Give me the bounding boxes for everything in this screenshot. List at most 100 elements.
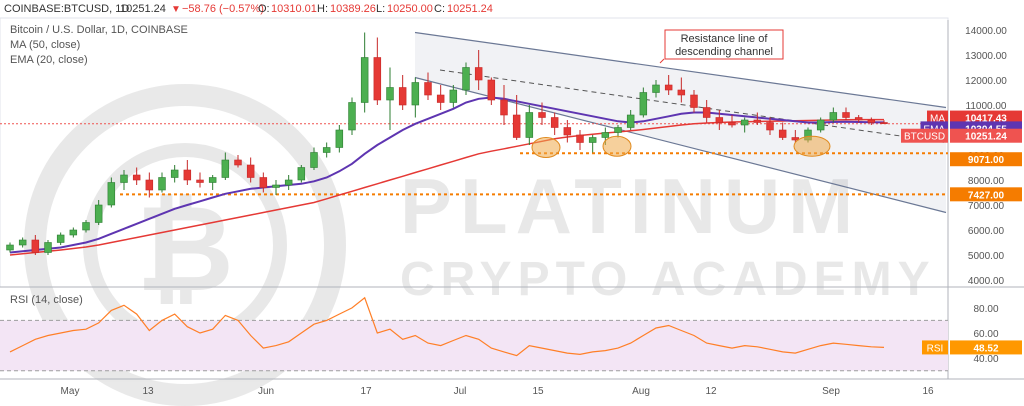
ma-badge-value-box [950, 110, 1022, 125]
down-arrow-icon: ▼ [171, 4, 181, 15]
level-9071-badge: 9071.00 [950, 152, 1022, 167]
price-tick-label: 4000.00 [968, 276, 1005, 287]
candle-body [373, 57, 382, 101]
candle-body [436, 94, 445, 103]
candle-body [588, 137, 597, 143]
candle-body [246, 164, 255, 178]
candle-body [335, 129, 344, 148]
price-tick-label: 13000.00 [965, 51, 1007, 62]
annotation-line1: Resistance line of [681, 33, 769, 45]
candle-body [462, 67, 470, 91]
ohlc-c-value: 10251.24 [447, 3, 493, 15]
ema20-line [9, 96, 885, 254]
ma50-line [9, 118, 884, 256]
candle-body [196, 179, 204, 183]
moving-averages [9, 96, 885, 256]
price-tick-label: 14000.00 [965, 26, 1007, 37]
candle-body [525, 112, 534, 138]
candle-body [69, 229, 78, 236]
watermark-line2: CRYPTO ACADEMY [400, 253, 936, 306]
btcusd-badge-value-box [950, 128, 1022, 143]
rsi-band [0, 320, 948, 371]
legend-title: Bitcoin / U.S. Dollar, 1D, COINBASE [10, 24, 188, 36]
candle-body [538, 112, 546, 118]
candle-body [411, 82, 420, 106]
candle-body [44, 242, 52, 253]
candle-body [829, 112, 838, 121]
candle-body [170, 169, 179, 178]
rsi-pane [0, 296, 948, 372]
time-tick-label: Aug [632, 386, 650, 397]
price-tick-label: 7000.00 [968, 201, 1005, 212]
ohlc-l-label: L: [376, 3, 385, 15]
btcusd-badge-label: BTCUSD [904, 132, 945, 143]
candle-body [563, 127, 572, 136]
support-ellipse [793, 135, 831, 157]
price-change: −58.76 (−0.57%) [182, 3, 264, 15]
annotation-line2: descending channel [675, 46, 773, 58]
candle-body [424, 82, 432, 96]
ma-badge-label-box [927, 110, 948, 125]
rsi-tick-label: 40.00 [973, 354, 998, 365]
candle-body [601, 132, 610, 138]
time-tick-label: Jun [258, 386, 274, 397]
candle-body [500, 99, 508, 116]
rsi-tick-label: 60.00 [973, 329, 998, 340]
header-bar: COINBASE:BTCUSD, 1D 10251.24 ▼ −58.76 (−… [4, 3, 493, 15]
candle-body [652, 84, 660, 93]
ma-badge-label: MA [930, 114, 945, 125]
ohlc-l-value: 10250.00 [387, 3, 433, 15]
candle-body [132, 174, 141, 181]
candle-body [398, 87, 407, 106]
svg-text:₿: ₿ [136, 182, 234, 316]
candles [6, 32, 888, 255]
watermark: ₿ PLATINUM CRYPTO ACADEMY [24, 84, 936, 406]
candle-body [208, 177, 217, 183]
candle-body [791, 137, 800, 141]
support-ellipse [531, 137, 561, 158]
candle-body [449, 89, 458, 103]
resistance-line [414, 31, 947, 109]
candle-body [690, 94, 698, 108]
level-7427-badge: 7427.00 [950, 187, 1022, 202]
ohlc-c-label: C: [434, 3, 445, 15]
support-levels [0, 123, 948, 196]
support-ellipse [602, 135, 632, 157]
candle-body [766, 122, 774, 131]
price-tick-label: 11000.00 [966, 101, 1007, 112]
time-axis: May 13 Jun 17 Jul 15 Aug 12 Sep 16 [61, 386, 934, 397]
candle-body [626, 114, 635, 128]
symbol-label: COINBASE:BTCUSD, 1D [4, 3, 129, 15]
last-price: 10251.24 [120, 3, 166, 15]
candle-body [614, 127, 622, 133]
candle-body [664, 84, 673, 91]
time-tick-label: 13 [142, 386, 154, 397]
level-9071-badge-value-box [950, 152, 1022, 167]
candle-body [183, 169, 192, 181]
channel-fill [415, 32, 946, 213]
candle-body [512, 114, 521, 138]
ma-badge: 10417.43 MA [927, 110, 1022, 125]
candle-body [639, 92, 648, 116]
candle-body [259, 177, 268, 188]
rsi-axis: 40.00 60.00 80.00 RSI 48.52 [922, 304, 1022, 365]
candle-body [120, 174, 128, 183]
time-tick-label: Sep [822, 386, 840, 397]
time-tick-label: May [61, 386, 80, 397]
candle-body [234, 159, 242, 166]
candle-body [842, 112, 850, 118]
candle-body [322, 147, 331, 153]
candle-body [6, 244, 14, 251]
ma-badge-value: 10417.43 [965, 114, 1007, 125]
btcusd-badge-label-box [901, 128, 948, 143]
time-tick-label: 12 [705, 386, 717, 397]
candle-body [360, 57, 369, 103]
time-tick-label: 15 [532, 386, 544, 397]
btcusd-badge: 10251.24 BTCUSD [901, 128, 1022, 143]
candle-body [107, 182, 116, 206]
candle-body [753, 119, 762, 123]
candle-body [18, 239, 27, 246]
price-tick-label: 5000.00 [968, 251, 1005, 262]
candle-body [145, 179, 154, 191]
